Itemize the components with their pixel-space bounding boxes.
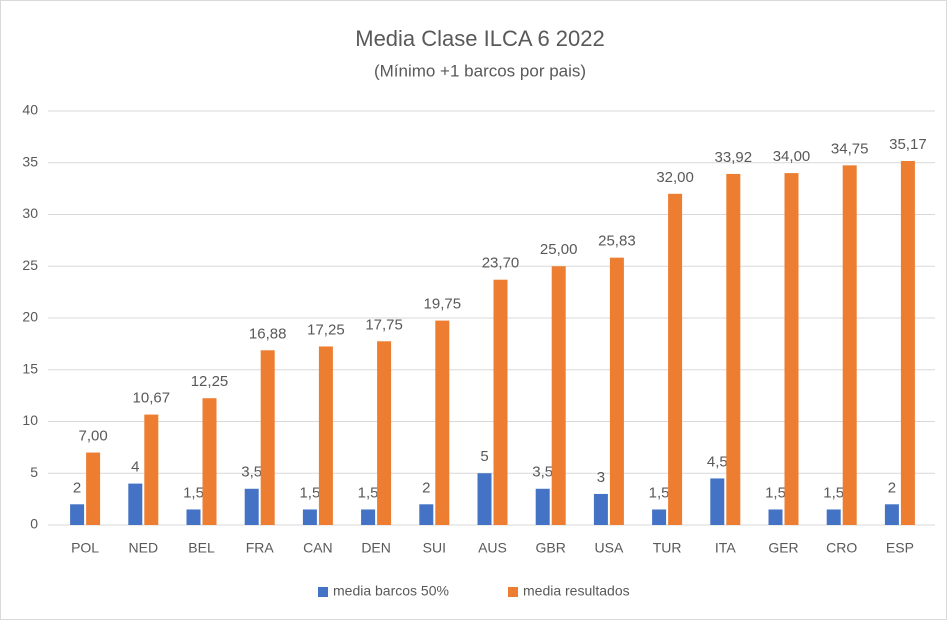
bar	[419, 504, 434, 525]
bar	[900, 160, 915, 526]
bar	[668, 193, 683, 526]
y-tick-label: 10	[22, 412, 38, 428]
bar	[302, 509, 317, 525]
data-label: 3	[597, 469, 605, 486]
x-tick-label: NED	[129, 540, 159, 556]
data-label: 1,5	[649, 484, 670, 501]
data-label: 25,83	[598, 233, 636, 250]
bar	[884, 504, 899, 525]
data-label: 1,5	[358, 484, 379, 501]
x-tick-label: BEL	[188, 540, 215, 556]
x-tick-label: AUS	[478, 540, 507, 556]
data-label: 17,25	[307, 321, 345, 338]
data-label: 12,25	[191, 373, 229, 390]
data-label: 1,5	[299, 484, 320, 501]
x-tick-label: TUR	[653, 540, 682, 556]
bar	[70, 504, 85, 525]
data-label: 32,00	[656, 169, 694, 186]
data-label: 19,75	[424, 296, 462, 313]
x-tick-label: CRO	[826, 540, 857, 556]
bar	[318, 346, 333, 525]
data-label: 1,5	[823, 484, 844, 501]
bar	[609, 257, 624, 525]
data-label: 34,75	[831, 140, 869, 157]
x-tick-label: USA	[595, 540, 624, 556]
data-label: 33,92	[715, 149, 753, 166]
x-tick-label: SUI	[423, 540, 446, 556]
data-label: 2	[422, 479, 430, 496]
bar	[260, 350, 275, 525]
bar	[86, 452, 101, 525]
data-label: 1,5	[765, 484, 786, 501]
legend-label: media barcos 50%	[333, 583, 449, 599]
bar	[784, 173, 799, 525]
y-tick-label: 15	[22, 360, 38, 376]
bar	[144, 414, 159, 525]
bar	[842, 165, 857, 525]
bar	[652, 509, 667, 525]
data-label: 4	[131, 459, 139, 476]
chart-subtitle: (Mínimo +1 barcos por pais)	[374, 61, 586, 80]
x-tick-label: ESP	[886, 540, 914, 556]
bar	[186, 509, 201, 525]
bar	[710, 478, 725, 525]
data-label: 4,5	[707, 453, 728, 470]
bar	[377, 341, 392, 525]
data-label: 3,5	[241, 464, 262, 481]
x-tick-label: ITA	[715, 540, 736, 556]
data-label: 34,00	[773, 148, 811, 165]
bar	[435, 320, 450, 525]
y-tick-label: 30	[22, 205, 38, 221]
data-label: 25,00	[540, 241, 578, 258]
bar	[477, 473, 492, 525]
bar	[593, 493, 608, 525]
data-label: 5	[480, 448, 488, 465]
bar	[128, 483, 143, 525]
data-label: 2	[73, 479, 81, 496]
x-tick-label: POL	[71, 540, 99, 556]
data-label: 3,5	[532, 464, 553, 481]
bar	[361, 509, 376, 525]
data-label: 1,5	[183, 484, 204, 501]
bar	[493, 279, 508, 525]
bar	[826, 509, 841, 525]
y-tick-label: 35	[22, 153, 38, 169]
legend-swatch	[508, 587, 518, 597]
y-tick-label: 40	[22, 102, 38, 118]
x-tick-label: GER	[768, 540, 798, 556]
bar	[551, 266, 566, 525]
data-label: 23,70	[482, 255, 520, 272]
legend-swatch	[318, 587, 328, 597]
bar	[244, 488, 259, 525]
x-tick-label: DEN	[361, 540, 391, 556]
y-tick-label: 5	[30, 464, 38, 480]
bar	[535, 488, 550, 525]
bar	[726, 173, 741, 526]
legend-label: media resultados	[523, 583, 630, 599]
x-tick-label: GBR	[536, 540, 566, 556]
y-tick-label: 25	[22, 257, 38, 273]
data-label: 17,75	[365, 316, 403, 333]
y-tick-label: 20	[22, 309, 38, 325]
data-label: 10,67	[133, 390, 171, 407]
y-tick-label: 0	[30, 516, 38, 532]
bar	[768, 509, 783, 525]
data-label: 35,17	[889, 136, 927, 153]
x-tick-label: CAN	[303, 540, 333, 556]
bar	[202, 398, 217, 525]
data-label: 7,00	[78, 428, 107, 445]
chart-title: Media Clase ILCA 6 2022	[355, 26, 605, 51]
x-tick-label: FRA	[246, 540, 275, 556]
data-label: 16,88	[249, 325, 287, 342]
data-label: 2	[888, 479, 896, 496]
